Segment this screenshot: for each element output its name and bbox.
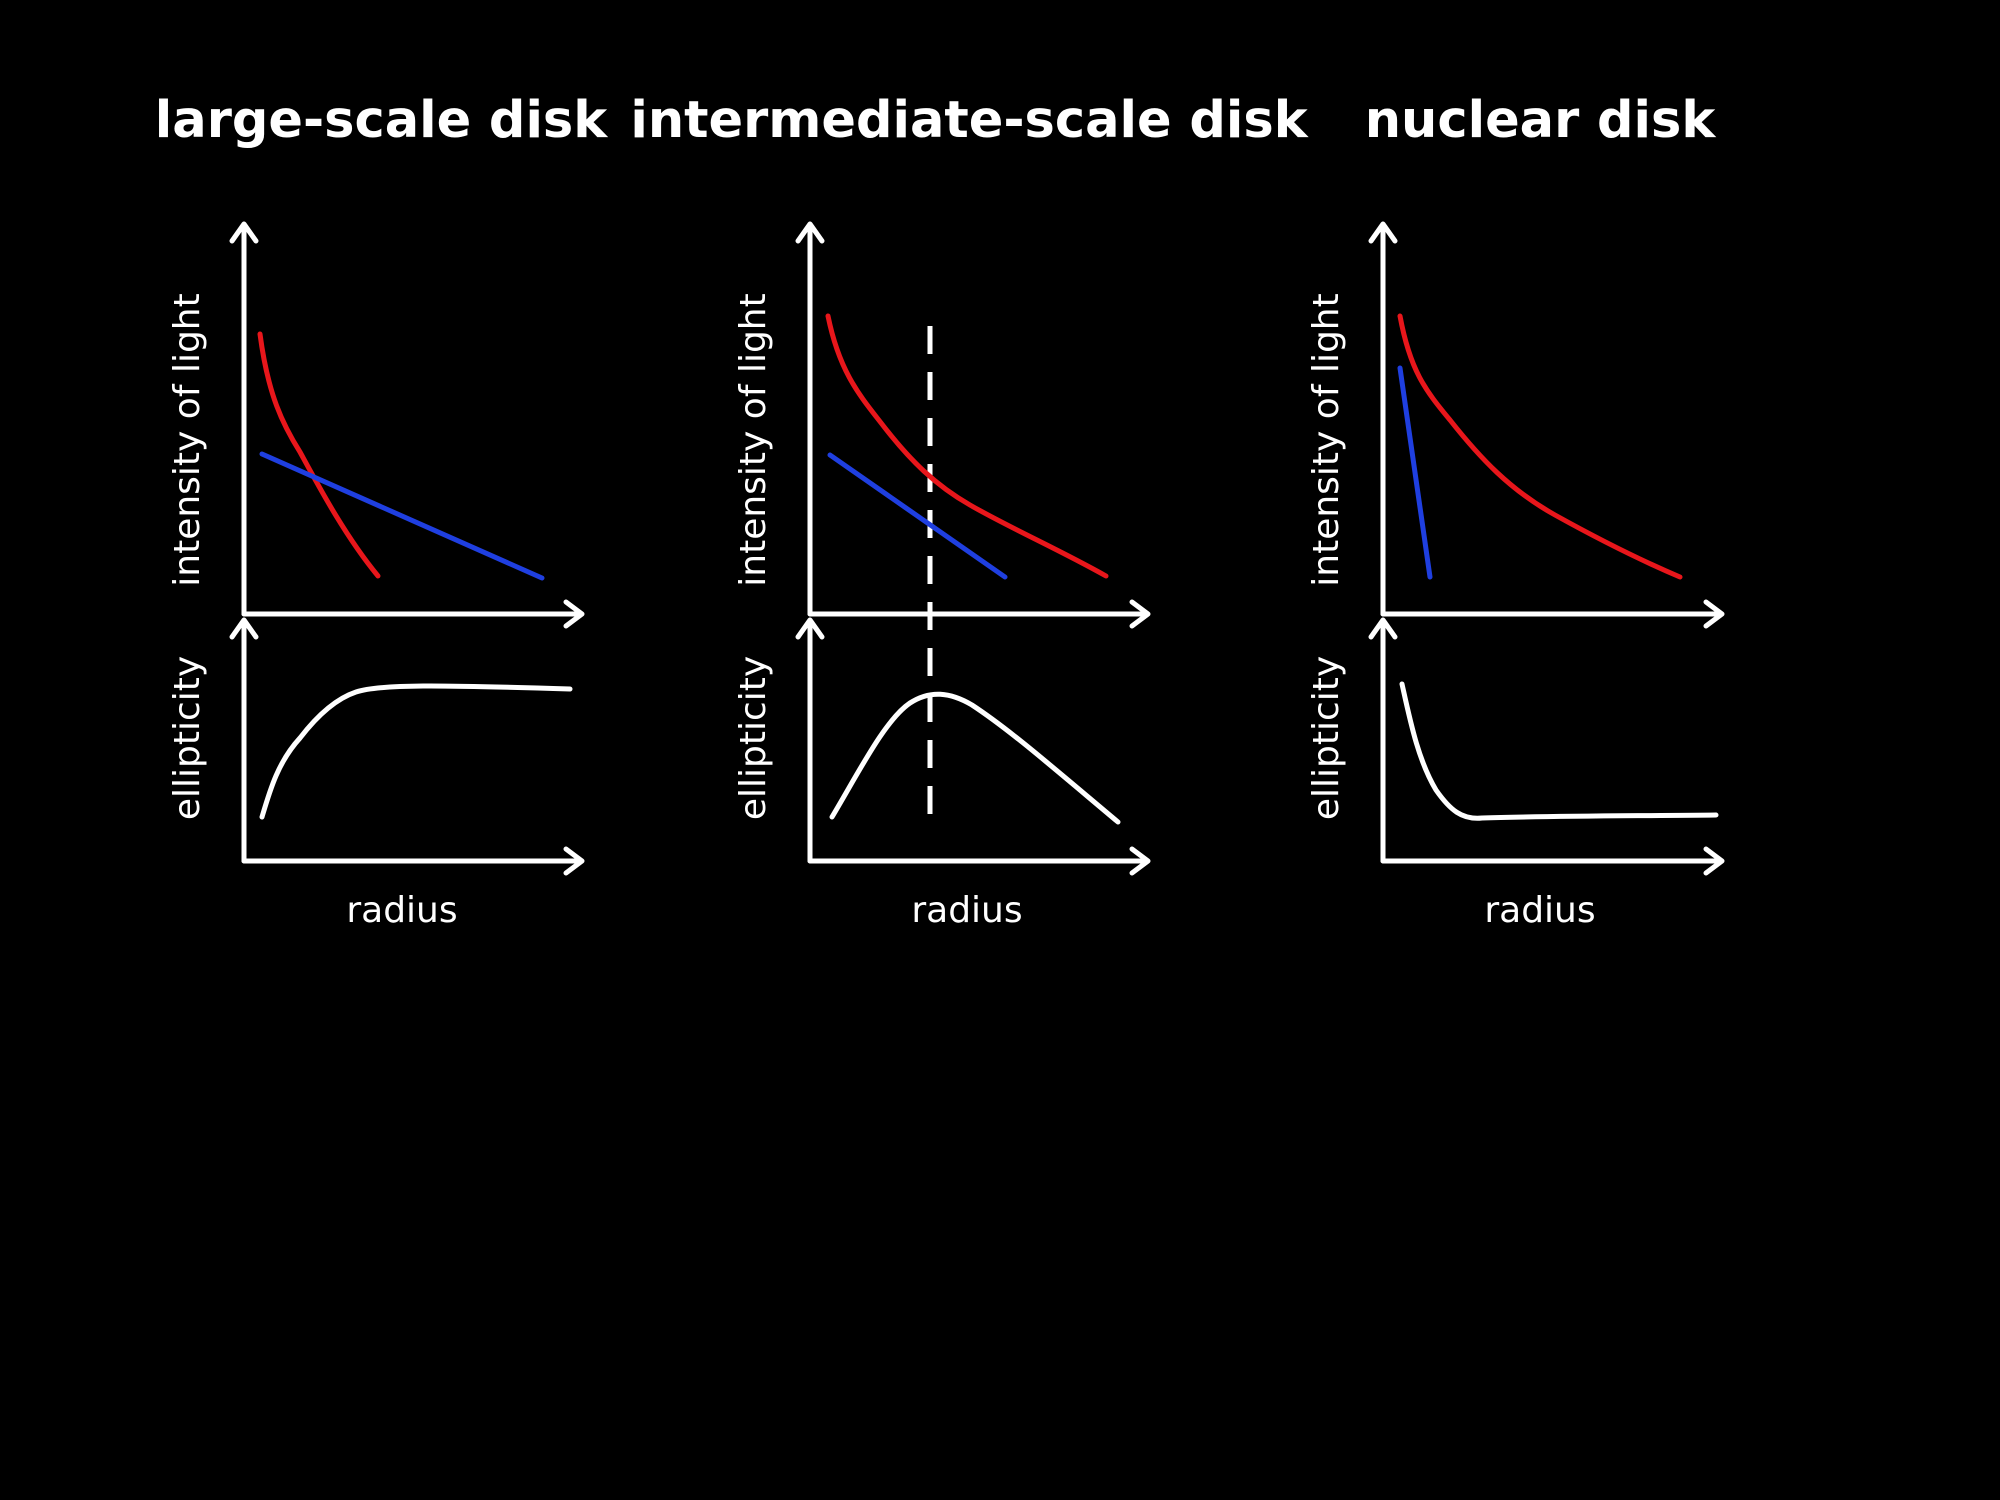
lower-x-axis (1380, 846, 1725, 876)
panel-intermediate-scale-disk: intermediate-scale disk intensity of lig… (630, 91, 1308, 931)
upper-y-axis-label: intensity of light (167, 293, 208, 586)
blue-intensity-line (1397, 365, 1433, 580)
red-intensity-curve (257, 331, 381, 579)
lower-y-axis (229, 617, 259, 864)
red-intensity-curve (1397, 313, 1683, 580)
lower-y-axis-label: ellipticity (1306, 656, 1347, 820)
upper-x-axis (241, 599, 585, 629)
x-axis-label: radius (911, 890, 1022, 931)
lower-y-axis (1368, 617, 1398, 864)
x-axis-label: radius (346, 890, 457, 931)
ellipticity-curve (259, 683, 573, 820)
upper-y-axis-label: intensity of light (1306, 293, 1347, 586)
upper-x-axis (1380, 599, 1725, 629)
panel-nuclear-disk: nuclear disk intensity of light elliptic… (1306, 91, 1725, 931)
ellipticity-curve (829, 691, 1121, 825)
panel-title: nuclear disk (1365, 91, 1717, 150)
red-intensity-curve (825, 313, 1109, 579)
upper-x-axis (807, 599, 1151, 629)
lower-y-axis (795, 617, 825, 864)
ellipticity-curve (1399, 681, 1719, 821)
upper-y-axis (229, 221, 259, 617)
upper-y-axis (795, 221, 825, 617)
lower-y-axis-label: ellipticity (733, 656, 774, 820)
panel-title: large-scale disk (155, 91, 608, 150)
lower-y-axis-label: ellipticity (167, 656, 208, 820)
upper-y-axis-label: intensity of light (733, 293, 774, 586)
upper-y-axis (1368, 221, 1398, 617)
lower-x-axis (807, 846, 1151, 876)
lower-x-axis (241, 846, 585, 876)
panel-large-scale-disk: large-scale disk intensity of light elli… (155, 91, 608, 931)
blue-intensity-line (259, 451, 545, 581)
blue-intensity-line (827, 452, 1008, 580)
panel-title: intermediate-scale disk (630, 91, 1308, 150)
x-axis-label: radius (1484, 890, 1595, 931)
